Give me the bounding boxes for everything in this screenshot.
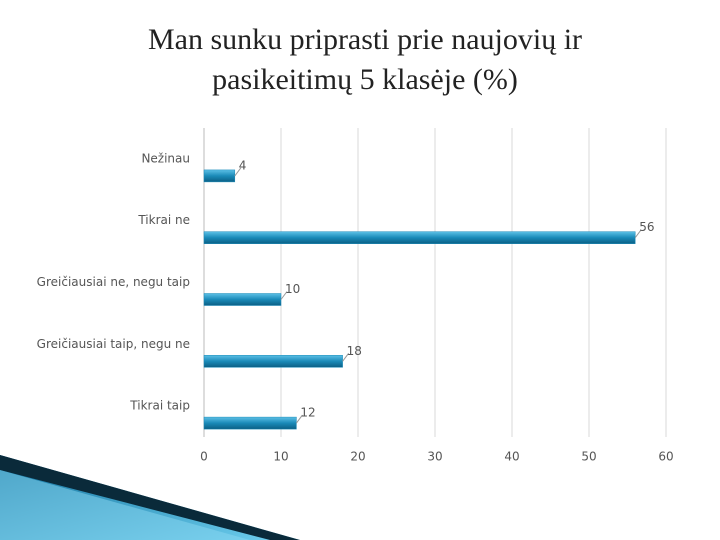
chart-title: Man sunku priprasti prie naujovių ir pas… <box>147 23 583 96</box>
bar <box>203 169 236 183</box>
value-label: 12 <box>300 406 315 420</box>
x-tick-label: 10 <box>273 450 288 464</box>
decoration <box>0 470 250 540</box>
value-label: 56 <box>639 220 654 234</box>
y-tick-label: Greičiausiai taip, negu ne <box>37 337 190 351</box>
x-tick-label: 0 <box>200 450 208 464</box>
bar <box>203 355 343 368</box>
bar <box>203 416 297 430</box>
x-tick-label: 60 <box>658 450 673 464</box>
leader-line <box>280 291 288 300</box>
value-label: 18 <box>347 344 362 358</box>
decoration <box>0 455 300 540</box>
y-tick-label: Greičiausiai ne, negu taip <box>37 275 190 289</box>
bar <box>203 293 282 306</box>
value-label: 10 <box>285 282 300 296</box>
x-tick-label: 30 <box>427 450 442 464</box>
y-tick-label: Tikrai ne <box>137 213 190 227</box>
leader-line <box>634 229 642 238</box>
leader-line <box>295 414 303 424</box>
y-tick-label: Tikrai taip <box>129 399 190 413</box>
leader-line <box>234 167 242 177</box>
leader-line <box>342 352 350 362</box>
x-tick-label: 20 <box>350 450 365 464</box>
x-tick-label: 40 <box>504 450 519 464</box>
x-tick-label: 50 <box>581 450 596 464</box>
bar <box>203 231 636 244</box>
value-label: 4 <box>239 158 247 172</box>
y-tick-label: Nežinau <box>141 151 190 165</box>
